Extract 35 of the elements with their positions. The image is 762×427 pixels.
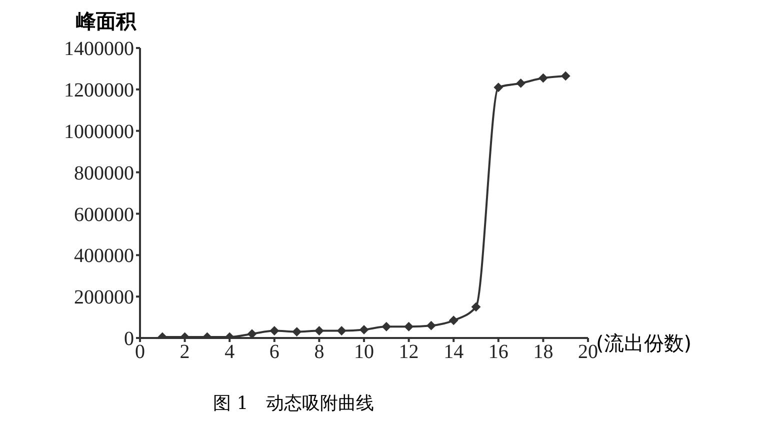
point (292, 327, 302, 336)
point (494, 82, 503, 92)
y-tick-label: 1200000 (64, 80, 134, 102)
x-tick-label: 2 (180, 341, 190, 364)
x-tick-label: 8 (314, 341, 324, 364)
point (337, 326, 346, 336)
y-tick-label: 800000 (74, 162, 134, 184)
point (314, 326, 324, 336)
point (538, 74, 548, 83)
caption: 图 1 动态吸附曲线 (213, 392, 374, 415)
x-tick-label: 16 (488, 341, 508, 364)
y-tick-label: 400000 (74, 245, 134, 268)
point (404, 322, 414, 332)
x-tick-label: 18 (533, 341, 554, 364)
point (472, 302, 480, 312)
point (449, 316, 458, 325)
y-tick-label: 1400000 (64, 38, 134, 60)
point (426, 321, 436, 330)
x-tick-label: 12 (398, 341, 419, 364)
point (561, 71, 570, 80)
y-tick-label: 200000 (74, 286, 134, 309)
point (248, 329, 256, 338)
x-tick-label: 14 (444, 341, 464, 364)
point (270, 326, 279, 336)
point (382, 322, 391, 332)
y-tick-label: 1000000 (64, 120, 134, 143)
point (516, 78, 526, 88)
x-tick-label: 4 (224, 341, 235, 364)
y-axis-title: 峰面积 (76, 8, 136, 35)
x-axis-title: (流出份数) (596, 330, 692, 355)
x-tick-label: 6 (269, 341, 280, 364)
point (360, 325, 368, 334)
x-tick-label: 20 (578, 341, 598, 364)
y-tick-label: 600000 (74, 204, 134, 226)
x-tick-label: 10 (354, 341, 374, 364)
